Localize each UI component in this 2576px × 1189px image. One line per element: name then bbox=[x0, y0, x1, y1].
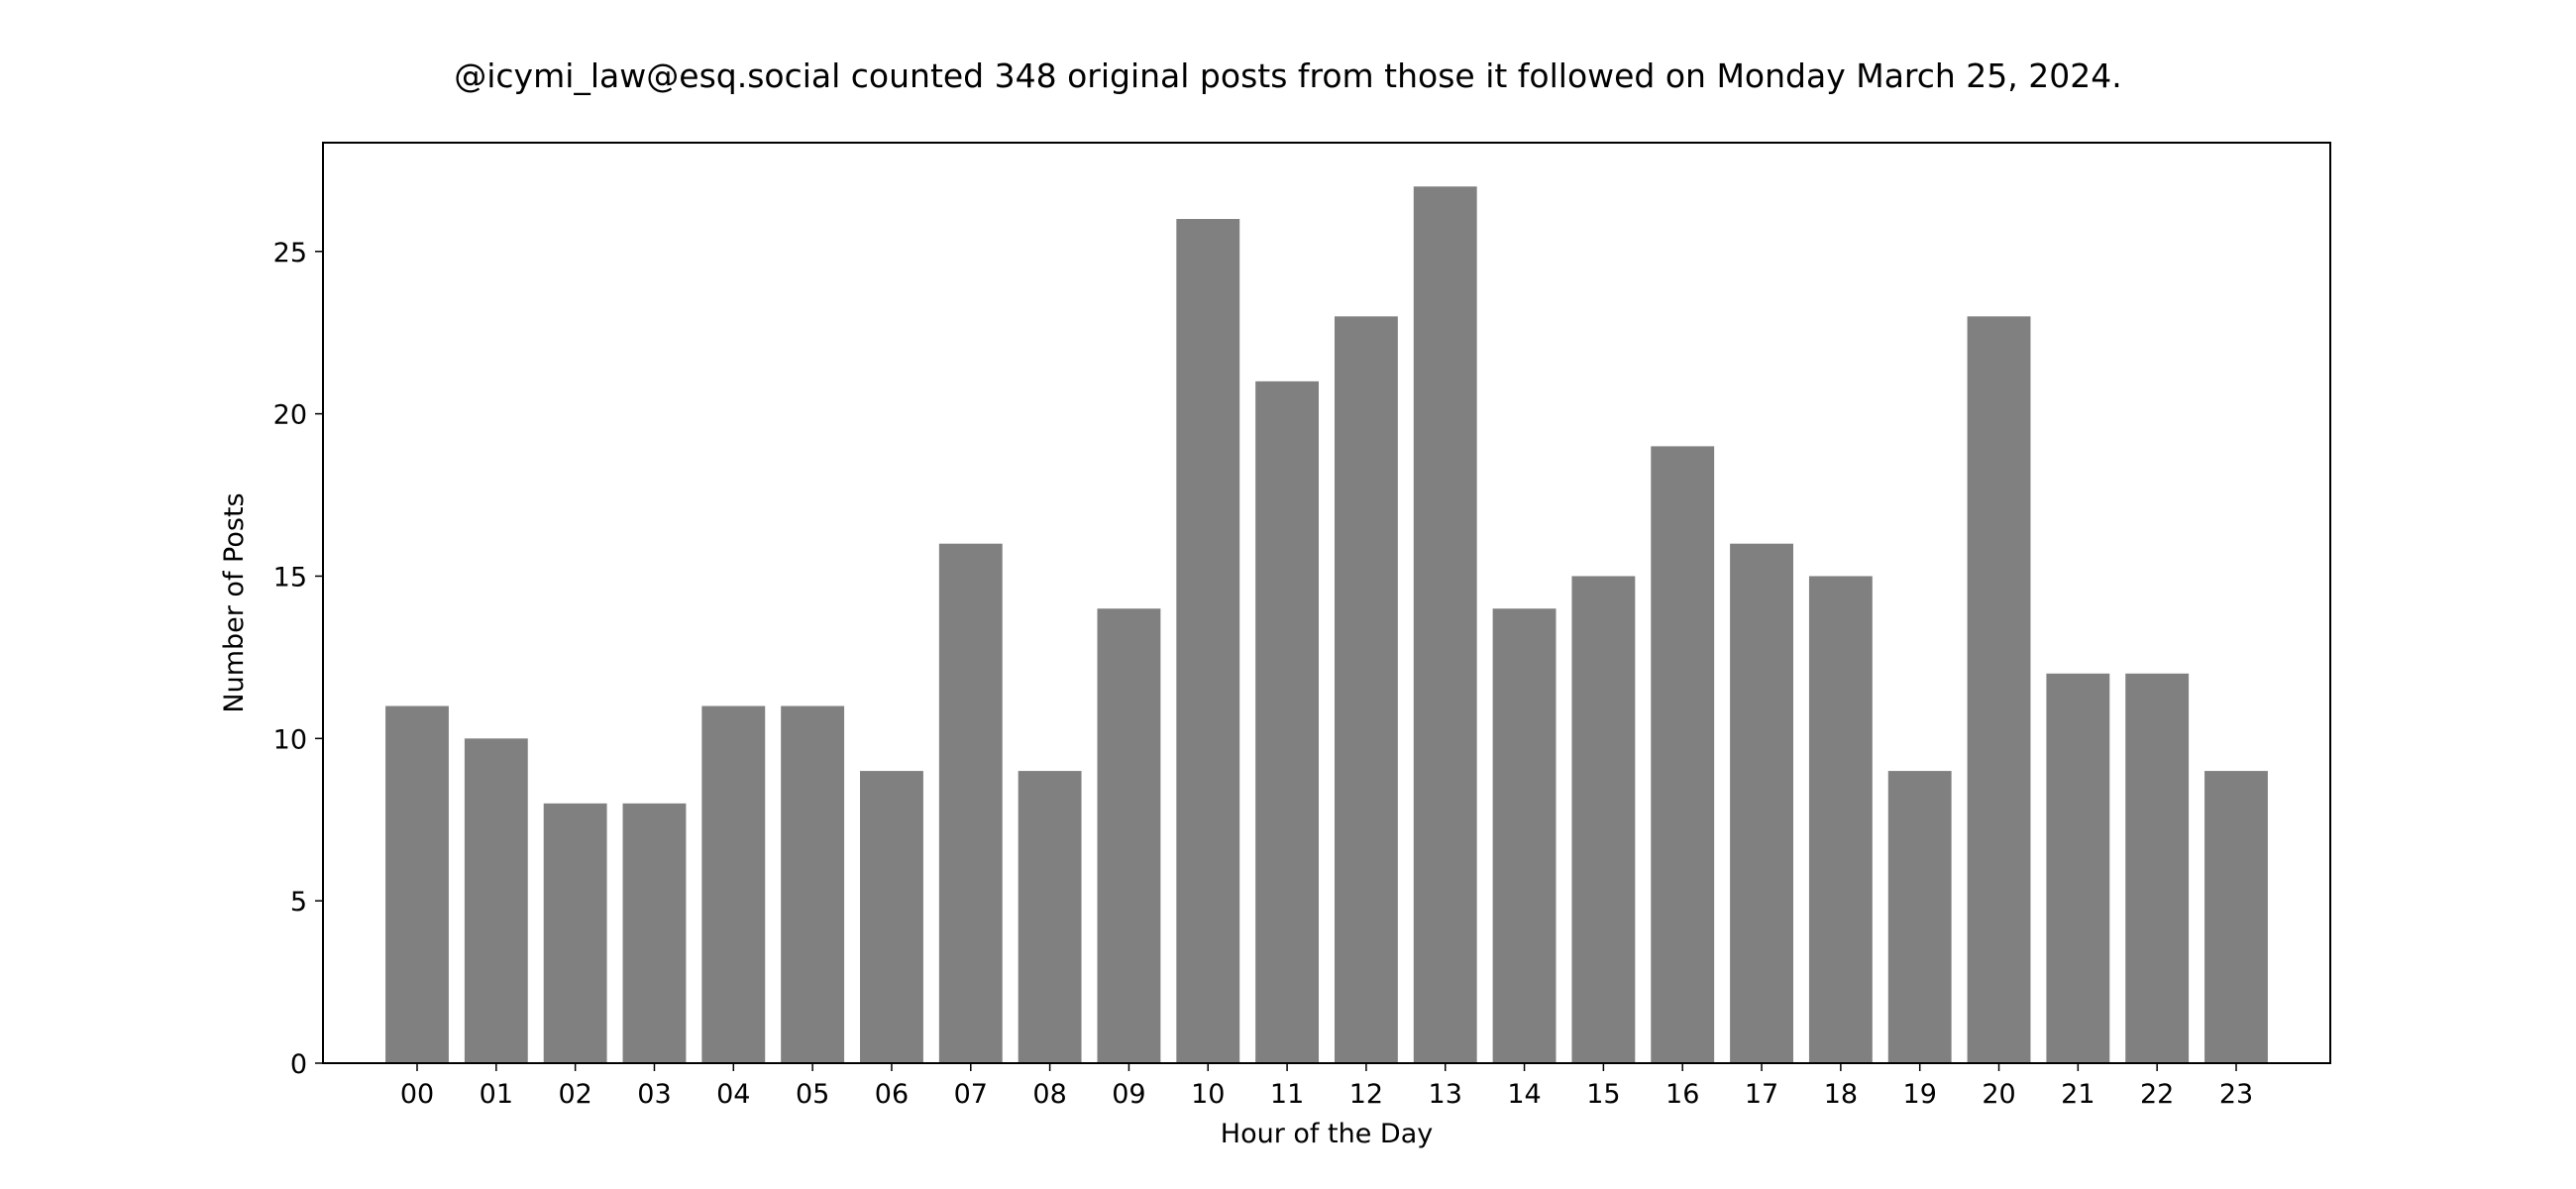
x-tick-label: 23 bbox=[2219, 1079, 2253, 1110]
bar-18 bbox=[1808, 576, 1873, 1063]
y-tick-label: 10 bbox=[273, 724, 307, 755]
x-tick-label: 18 bbox=[1824, 1079, 1858, 1110]
x-tick-label: 22 bbox=[2140, 1079, 2174, 1110]
x-tick-label: 06 bbox=[875, 1079, 909, 1110]
bar-02 bbox=[543, 803, 607, 1063]
x-tick-label: 19 bbox=[1903, 1079, 1937, 1110]
x-tick-label: 02 bbox=[558, 1079, 591, 1110]
bar-15 bbox=[1571, 576, 1636, 1063]
bar-17 bbox=[1730, 543, 1793, 1063]
x-tick-label: 17 bbox=[1745, 1079, 1778, 1110]
bar-23 bbox=[2204, 771, 2268, 1063]
x-tick-label: 08 bbox=[1032, 1079, 1066, 1110]
plot-area-frame bbox=[322, 142, 2331, 1064]
x-tick-label: 14 bbox=[1507, 1079, 1541, 1110]
bar-19 bbox=[1887, 771, 1952, 1063]
x-tick-label: 01 bbox=[480, 1079, 513, 1110]
bar-05 bbox=[781, 705, 845, 1063]
bar-06 bbox=[860, 771, 923, 1063]
x-tick-label: 20 bbox=[1982, 1079, 2015, 1110]
x-tick-label: 13 bbox=[1429, 1079, 1462, 1110]
bar-10 bbox=[1176, 219, 1240, 1063]
y-axis-label: Number of Posts bbox=[219, 492, 250, 712]
bar-16 bbox=[1651, 446, 1715, 1063]
x-tick-label: 11 bbox=[1270, 1079, 1304, 1110]
bar-03 bbox=[622, 803, 687, 1063]
x-tick-label: 00 bbox=[400, 1079, 434, 1110]
x-tick-label: 16 bbox=[1665, 1079, 1699, 1110]
x-tick-label: 05 bbox=[796, 1079, 829, 1110]
x-tick-label: 09 bbox=[1112, 1079, 1145, 1110]
bar-22 bbox=[2125, 673, 2190, 1063]
x-axis-ticks: 00 01 02 03 04 05 06 07 08 09 10 11 12 13 14 15 16 17 18 19… bbox=[400, 1063, 2253, 1110]
bar-20 bbox=[1967, 316, 2031, 1063]
x-tick-label: 10 bbox=[1191, 1079, 1225, 1110]
y-tick-label: 15 bbox=[273, 562, 307, 593]
x-tick-label: 15 bbox=[1586, 1079, 1620, 1110]
x-tick-label: 03 bbox=[637, 1079, 671, 1110]
x-tick-label: 07 bbox=[954, 1079, 988, 1110]
chart-title: @icymi_law@esq.social counted 348 origin… bbox=[454, 56, 2122, 95]
bar-00 bbox=[385, 705, 449, 1063]
x-axis-label: Hour of the Day bbox=[1221, 1119, 1433, 1149]
x-tick-label: 21 bbox=[2061, 1079, 2094, 1110]
bar-11 bbox=[1255, 380, 1320, 1064]
bars-group bbox=[385, 186, 2268, 1064]
bar-13 bbox=[1413, 186, 1477, 1063]
bar-08 bbox=[1018, 771, 1082, 1063]
x-tick-label: 04 bbox=[716, 1079, 750, 1110]
y-tick-label: 20 bbox=[273, 400, 307, 431]
y-axis-ticks: 0 5 10 15 20 25 bbox=[273, 238, 323, 1080]
bar-09 bbox=[1097, 608, 1161, 1063]
bar-01 bbox=[464, 738, 528, 1063]
y-tick-label: 0 bbox=[290, 1049, 307, 1080]
x-tick-label: 12 bbox=[1349, 1079, 1383, 1110]
y-tick-label: 25 bbox=[273, 238, 307, 269]
bar-04 bbox=[701, 705, 766, 1063]
y-tick-label: 5 bbox=[290, 887, 307, 918]
bar-14 bbox=[1492, 608, 1556, 1063]
bar-21 bbox=[2046, 673, 2110, 1063]
bar-12 bbox=[1334, 316, 1398, 1063]
bar-07 bbox=[938, 543, 1003, 1063]
